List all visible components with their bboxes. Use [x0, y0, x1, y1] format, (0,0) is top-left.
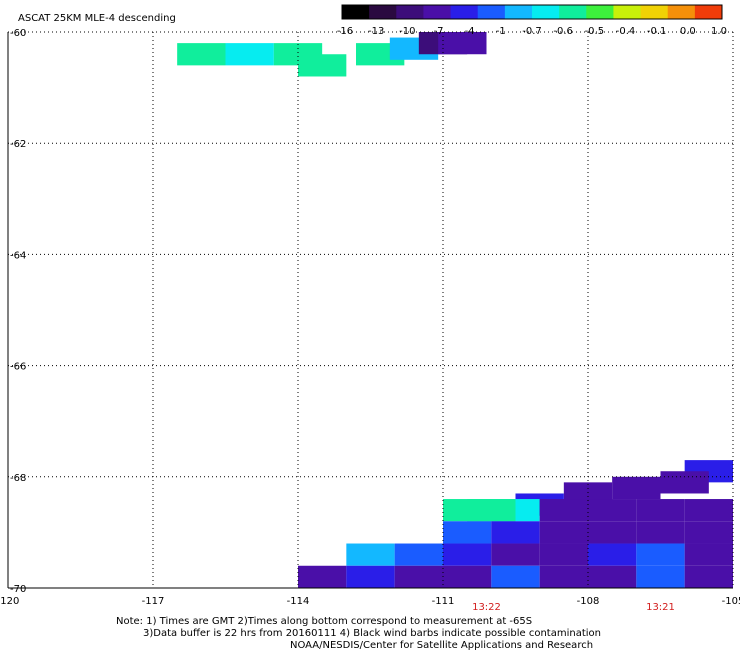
data-cell: [636, 543, 685, 566]
data-cell: [394, 543, 443, 566]
colorbar-label: -10: [399, 26, 415, 37]
data-cell: [298, 565, 347, 588]
data-cell: [539, 521, 588, 544]
colorbar-segment: [369, 5, 397, 19]
data-cell: [443, 543, 492, 566]
data-cell: [539, 499, 588, 522]
colorbar-label: 0.0: [680, 26, 696, 37]
data-cell: [563, 482, 613, 505]
x-tick-label: -114: [287, 596, 310, 607]
colorbar-label: -13: [368, 26, 384, 37]
colorbar-segment: [450, 5, 479, 19]
colorbar-segment: [504, 5, 533, 19]
y-tick-label: -66: [10, 362, 26, 373]
data-cell: [177, 43, 226, 66]
colorbar-segment: [559, 5, 587, 19]
axes: -120 -117 -114 -111 -108 -105 -60 -62 -64 -66 -68 -…: [0, 28, 740, 607]
data-cell: [636, 521, 685, 544]
colorbar-segment: [694, 5, 723, 19]
data-cell: [588, 499, 637, 522]
data-cell: [684, 521, 733, 544]
y-tick-label: -60: [10, 28, 26, 39]
time-label: 13:22: [472, 602, 501, 613]
colorbar-segment: [667, 5, 696, 19]
data-cell: [684, 543, 733, 566]
data-cell: [394, 565, 443, 588]
colorbar-label: -4: [465, 26, 475, 37]
data-cell: [438, 32, 487, 55]
chart-title: ASCAT 25KM MLE-4 descending: [18, 13, 176, 24]
data-cell: [539, 565, 588, 588]
colorbar-segment: [613, 5, 642, 19]
x-tick-label: -120: [0, 596, 19, 607]
data-cell: [491, 543, 540, 566]
colorbar-label: -16: [337, 26, 353, 37]
colorbar-segment: [342, 5, 370, 19]
colorbar-segment: [532, 5, 560, 19]
colorbar-segment: [640, 5, 669, 19]
colorbar-label: -0.4: [616, 26, 636, 37]
data-cell: [588, 565, 637, 588]
colorbar-segment: [477, 5, 506, 19]
colorbar-border: [341, 4, 723, 20]
data-cell: [443, 565, 492, 588]
data-cell: [588, 521, 637, 544]
colorbar-label: -0.6: [553, 26, 573, 37]
data-cells: [177, 32, 733, 588]
x-tick-label: -108: [577, 596, 600, 607]
note-line-3: NOAA/NESDIS/Center for Satellite Applica…: [290, 640, 593, 650]
data-cell: [346, 565, 395, 588]
x-tick-label: -117: [142, 596, 165, 607]
colorbar-label: -0.7: [522, 26, 542, 37]
colorbar-label: -0.1: [647, 26, 667, 37]
colorbar-label: 1.0: [711, 26, 727, 37]
data-cell: [588, 543, 637, 566]
colorbar-label: -7: [434, 26, 444, 37]
data-cell: [636, 499, 685, 522]
colorbar-segment: [586, 5, 614, 19]
note-line-1: Note: 1) Times are GMT 2)Times along bot…: [116, 616, 532, 627]
data-cell: [491, 521, 540, 544]
data-cell: [491, 565, 540, 588]
colorbar-label: -0.5: [585, 26, 605, 37]
y-tick-label: -70: [10, 584, 26, 595]
time-labels: 13:22 13:21: [472, 602, 675, 613]
x-tick-label: -111: [432, 596, 455, 607]
data-cell: [539, 543, 588, 566]
data-cell: [346, 543, 395, 566]
y-tick-label: -64: [10, 250, 26, 261]
data-cell: [298, 54, 347, 77]
colorbar: -16 -13 -10 -7 -4 -1 -0.7 -0.6 -0.5 -0.4 -0.1 0.0 1.…: [337, 4, 727, 37]
data-cell: [443, 521, 492, 544]
colorbar-label: -1: [496, 26, 506, 37]
x-tick-label: -105: [722, 596, 740, 607]
colorbar-segment: [423, 5, 452, 19]
y-tick-label: -62: [10, 139, 26, 150]
time-label: 13:21: [646, 602, 675, 613]
data-cell: [225, 43, 274, 66]
data-cell: [612, 476, 661, 500]
data-cell: [443, 499, 492, 522]
colorbar-segment: [396, 5, 424, 19]
data-cell: [636, 565, 685, 588]
note-line-2: 3)Data buffer is 22 hrs from 20160111 4)…: [143, 628, 601, 639]
data-cell: [660, 471, 709, 494]
data-cell: [684, 499, 733, 522]
data-cell: [684, 565, 733, 588]
y-tick-label: -68: [10, 473, 26, 484]
